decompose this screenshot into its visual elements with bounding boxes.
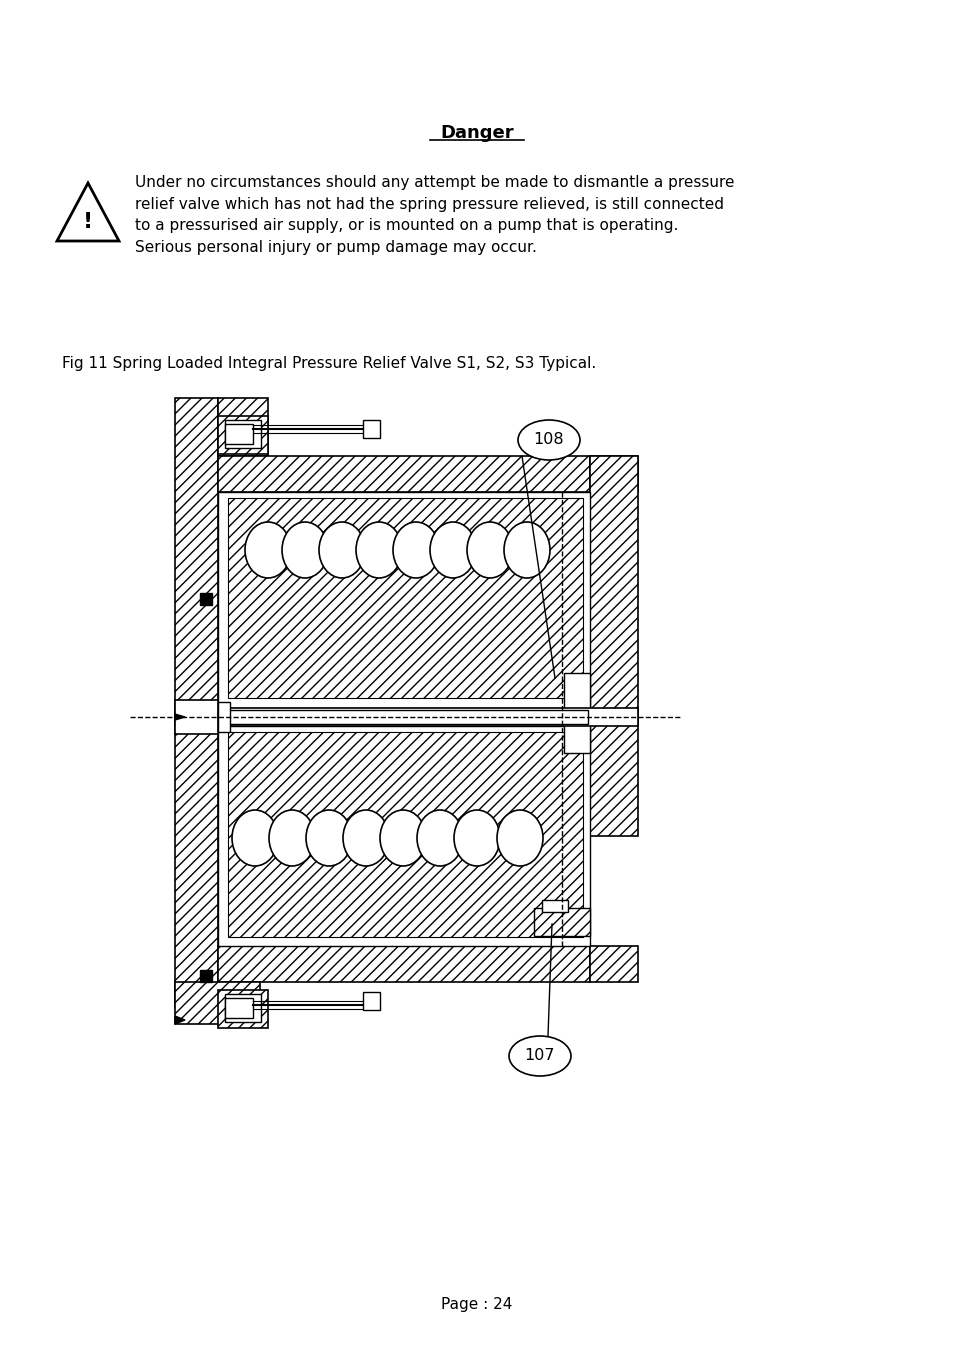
Ellipse shape (343, 811, 389, 866)
Bar (218, 399, 268, 457)
Bar (218, 725, 589, 946)
Text: Page : 24: Page : 24 (441, 1297, 512, 1313)
Bar (218, 711, 587, 724)
Ellipse shape (232, 811, 277, 866)
Bar (565, 684, 587, 743)
Ellipse shape (282, 521, 328, 578)
Bar (225, 424, 253, 444)
Bar (200, 593, 212, 605)
Ellipse shape (245, 521, 291, 578)
Ellipse shape (503, 521, 550, 578)
Bar (589, 946, 638, 982)
Bar (174, 700, 218, 734)
Bar (228, 732, 582, 938)
Ellipse shape (467, 521, 513, 578)
Bar (200, 970, 212, 982)
Bar (541, 900, 567, 912)
Text: Fig 11 Spring Loaded Integral Pressure Relief Valve S1, S2, S3 Typical.: Fig 11 Spring Loaded Integral Pressure R… (62, 357, 596, 372)
Ellipse shape (509, 1036, 571, 1075)
Ellipse shape (393, 521, 438, 578)
Bar (218, 946, 589, 982)
Text: 107: 107 (524, 1048, 555, 1063)
Text: !: ! (83, 212, 93, 232)
Bar (225, 420, 261, 449)
Text: Under no circumstances should any attempt be made to dismantle a pressure
relief: Under no circumstances should any attemp… (135, 176, 734, 255)
Bar (174, 399, 218, 1008)
Bar (225, 998, 253, 1019)
Bar (589, 457, 638, 836)
Bar (363, 420, 379, 438)
Ellipse shape (517, 420, 579, 459)
Polygon shape (174, 713, 185, 720)
Bar (563, 673, 589, 753)
Ellipse shape (379, 811, 426, 866)
Ellipse shape (306, 811, 352, 866)
Ellipse shape (355, 521, 401, 578)
Bar (218, 990, 268, 1028)
Bar (218, 703, 230, 732)
Ellipse shape (497, 811, 542, 866)
Ellipse shape (454, 811, 499, 866)
Bar (589, 457, 638, 492)
Bar (174, 708, 638, 725)
Bar (534, 908, 589, 936)
Bar (225, 994, 261, 1021)
Ellipse shape (416, 811, 462, 866)
Ellipse shape (269, 811, 314, 866)
Ellipse shape (430, 521, 476, 578)
Polygon shape (174, 1016, 185, 1024)
Bar (218, 492, 589, 708)
Text: Danger: Danger (439, 124, 514, 142)
Bar (218, 416, 268, 454)
Bar (363, 992, 379, 1011)
Bar (218, 457, 589, 492)
Ellipse shape (318, 521, 365, 578)
Bar (174, 982, 260, 1024)
Text: 108: 108 (533, 432, 564, 447)
Bar (228, 499, 582, 698)
